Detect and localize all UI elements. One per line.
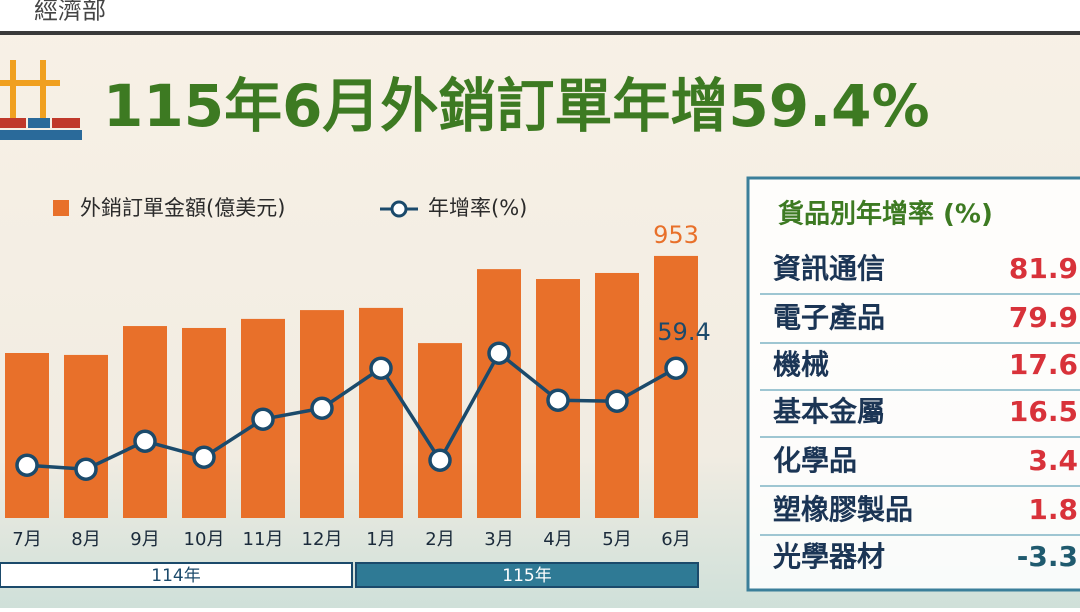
row-value: 81.9 (1009, 252, 1078, 285)
x-tick-label: 8月 (71, 529, 100, 550)
logo (0, 60, 82, 140)
row-name: 資訊通信 (773, 252, 885, 285)
x-tick-label: 1月 (366, 529, 395, 550)
bar (64, 354, 108, 518)
x-tick-label: 4月 (543, 529, 572, 550)
x-tick-label: 10月 (184, 529, 225, 550)
data-label: 59.4 (657, 318, 710, 346)
group-band (0, 562, 353, 588)
row-value: -3.3 (1017, 540, 1078, 573)
x-tick-label: 5月 (602, 529, 631, 550)
x-tick-label: 3月 (484, 529, 513, 550)
line-marker (428, 448, 452, 472)
line-marker (74, 457, 98, 481)
line-marker (664, 356, 688, 380)
line-marker (133, 429, 157, 453)
panel-box (746, 176, 1080, 592)
line-marker (369, 356, 393, 380)
bar (5, 353, 49, 518)
legend-swatch (53, 200, 69, 216)
line-marker (310, 396, 334, 420)
bar (359, 307, 403, 518)
line-marker (487, 341, 511, 365)
data-label: 953 (653, 221, 699, 249)
bar (182, 327, 226, 518)
x-tick-label: 11月 (243, 529, 284, 550)
org-name: 經濟部 (34, 0, 106, 25)
panel-title: 貨品別年增率 (%) (778, 199, 993, 230)
row-name: 基本金屬 (773, 395, 885, 428)
chart-title: 115年6月外銷訂單年增59.4% (103, 72, 930, 140)
legend-label: 外銷訂單金額(億美元) (80, 196, 285, 220)
top-rule (0, 31, 1080, 35)
row-value: 16.5 (1009, 395, 1078, 428)
row-value: 1.8 (1028, 493, 1078, 526)
row-name: 化學品 (773, 444, 857, 477)
legend-label: 年增率(%) (428, 196, 527, 220)
row-name: 光學器材 (772, 540, 885, 573)
x-tick-label: 6月 (661, 529, 690, 550)
x-tick-label: 7月 (12, 529, 41, 550)
line-marker (192, 445, 216, 469)
line-marker (546, 388, 570, 412)
x-tick-label: 12月 (302, 529, 343, 550)
bar (654, 255, 698, 519)
side-panel: 貨品別年增率 (%) 資訊通信 81.9 電子產品 79.9 機械 17.6 基本金屬 16.… (746, 176, 1080, 592)
x-tick-label: 9月 (130, 529, 159, 550)
line-marker (605, 389, 629, 413)
row-name: 電子產品 (773, 301, 885, 334)
row-value: 17.6 (1009, 348, 1078, 381)
line-marker (15, 453, 39, 477)
line-marker (251, 407, 275, 431)
row-value: 3.4 (1028, 444, 1078, 477)
group-label: 115年 (502, 566, 551, 586)
x-tick-label: 2月 (425, 529, 454, 550)
legend-marker (390, 200, 408, 218)
group-label: 114年 (151, 566, 200, 586)
bar (477, 269, 521, 518)
row-value: 79.9 (1009, 301, 1078, 334)
row-name: 機械 (773, 348, 829, 381)
top-bar (0, 0, 1080, 31)
group-band (355, 562, 699, 588)
bar (123, 326, 167, 518)
legend: 外銷訂單金額(億美元) 年增率(%) (53, 196, 527, 220)
row-name: 塑橡膠製品 (773, 493, 913, 526)
